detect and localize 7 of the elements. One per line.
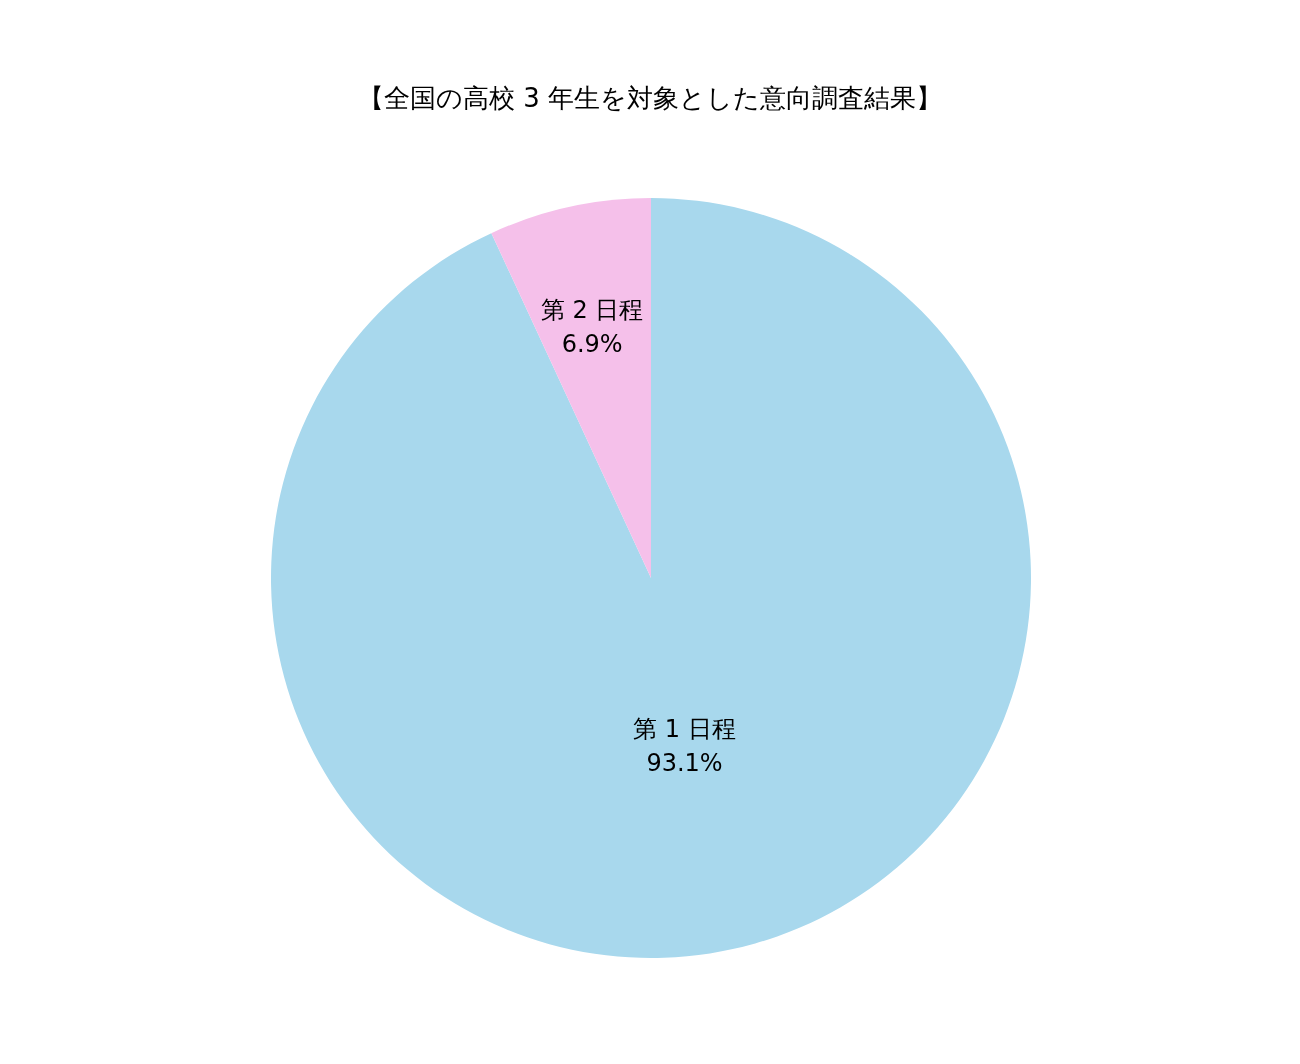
pie-slice [271,198,1031,958]
chart-title: 【全国の高校 3 年生を対象とした意向調査結果】 [357,83,943,113]
data-label: 6.9% [561,329,623,358]
data-label: 93.1% [646,749,723,778]
pie-slice [491,198,651,578]
slice-label: 第 1 日程 [633,715,736,744]
slice-label: 第 2 日程 [540,295,644,324]
